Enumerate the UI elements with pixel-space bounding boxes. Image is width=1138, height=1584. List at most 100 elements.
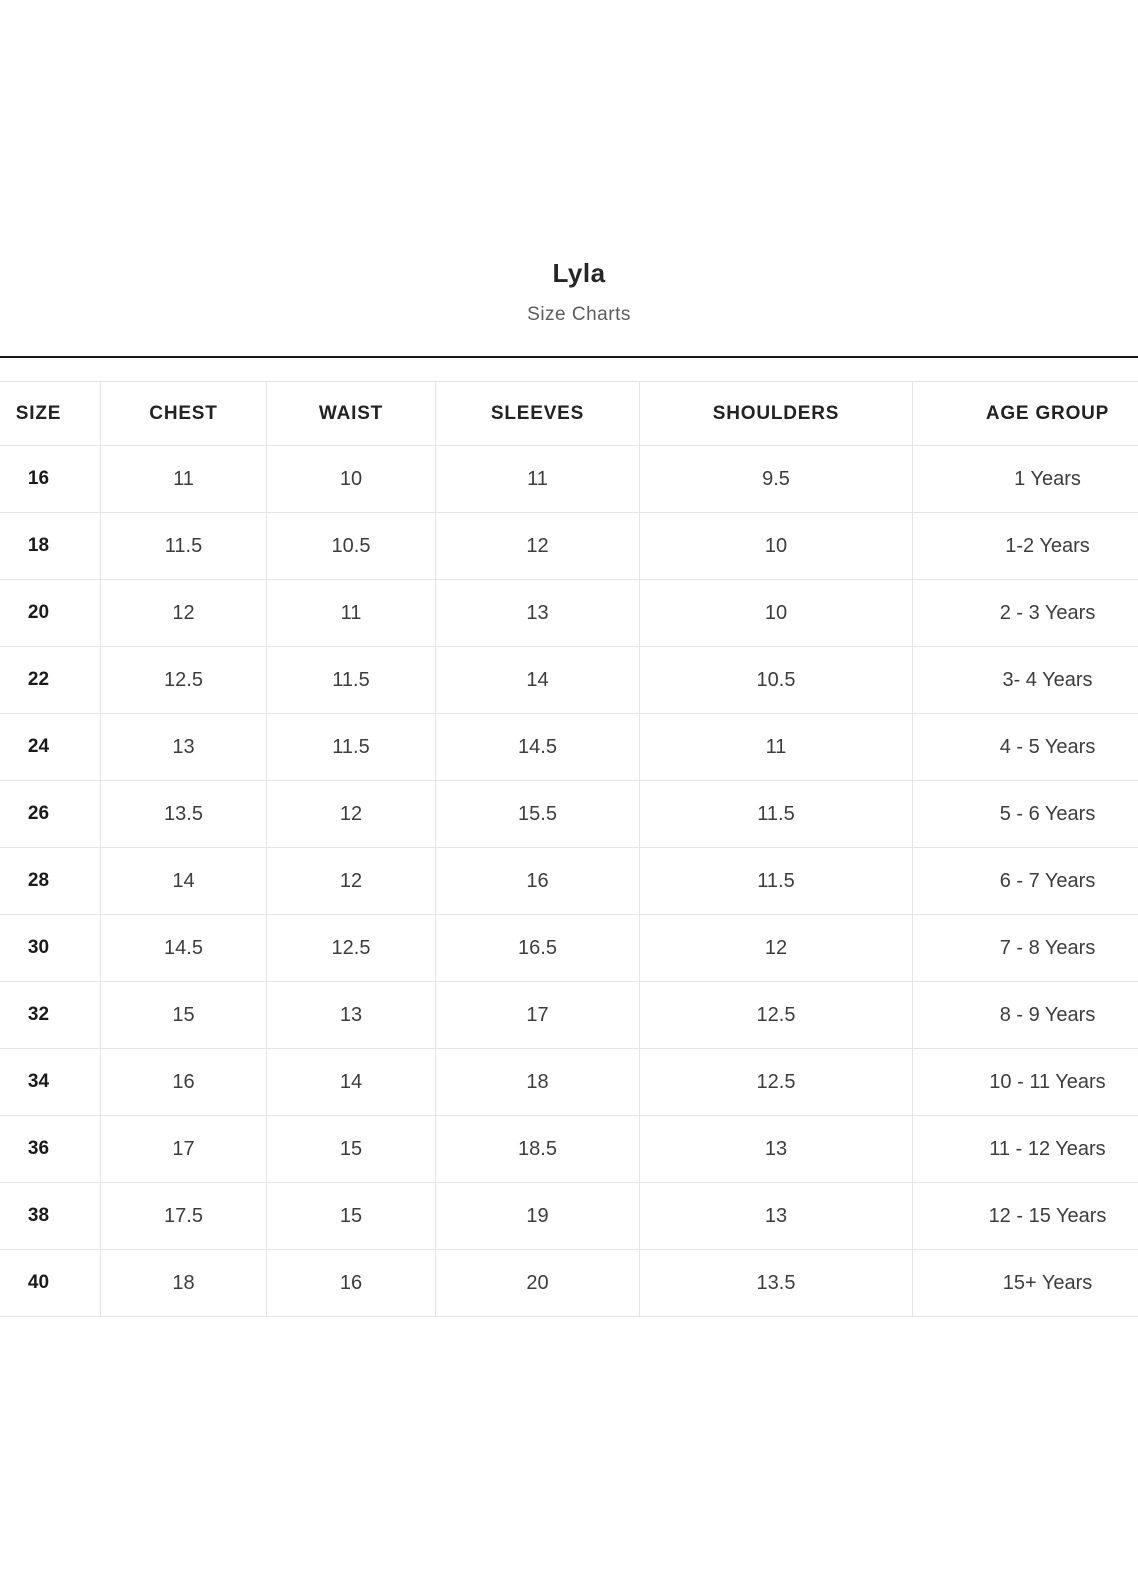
table-cell: 13.5 bbox=[100, 780, 267, 848]
page-title: Lyla bbox=[552, 258, 606, 288]
table-cell: 2 - 3 Years bbox=[912, 579, 1138, 647]
table-cell: 12 bbox=[100, 579, 267, 647]
table-cell: 16 bbox=[100, 1048, 267, 1116]
table-cell: 15 bbox=[100, 981, 267, 1049]
table-cell: 8 - 9 Years bbox=[912, 981, 1138, 1049]
size-cell: 20 bbox=[0, 579, 101, 647]
table-row: 18 11.5 10.5 12 10 1-2 Years bbox=[0, 512, 1138, 580]
table-cell: 12.5 bbox=[266, 914, 436, 982]
table-cell: 18.5 bbox=[435, 1115, 640, 1183]
table-cell: 13 bbox=[639, 1182, 913, 1250]
table-cell: 17 bbox=[435, 981, 640, 1049]
size-cell: 26 bbox=[0, 780, 101, 848]
table-cell: 12 bbox=[266, 847, 436, 915]
size-cell: 38 bbox=[0, 1182, 101, 1250]
column-header-sleeves: SLEEVES bbox=[435, 381, 640, 446]
table-cell: 13.5 bbox=[639, 1249, 913, 1317]
table-cell: 15.5 bbox=[435, 780, 640, 848]
table-cell: 12.5 bbox=[639, 1048, 913, 1116]
table-cell: 10 bbox=[639, 512, 913, 580]
table-cell: 11.5 bbox=[266, 713, 436, 781]
size-chart-table: SIZE CHEST WAIST SLEEVES SHOULDERS AGE GROUP … bbox=[0, 381, 1138, 1317]
table-row: 16 11 10 11 9.5 1 Years bbox=[0, 445, 1138, 513]
table-cell: 15 bbox=[266, 1115, 436, 1183]
table-cell: 11 bbox=[435, 445, 640, 513]
table-row: 26 13.5 12 15.5 11.5 5 - 6 Years bbox=[0, 780, 1138, 848]
table-cell: 10 - 11 Years bbox=[912, 1048, 1138, 1116]
table-cell: 6 - 7 Years bbox=[912, 847, 1138, 915]
size-cell: 32 bbox=[0, 981, 101, 1049]
table-cell: 20 bbox=[435, 1249, 640, 1317]
table-cell: 16.5 bbox=[435, 914, 640, 982]
table-cell: 13 bbox=[435, 579, 640, 647]
table-cell: 10.5 bbox=[266, 512, 436, 580]
table-cell: 14 bbox=[266, 1048, 436, 1116]
size-cell: 18 bbox=[0, 512, 101, 580]
table-cell: 3- 4 Years bbox=[912, 646, 1138, 714]
size-cell: 30 bbox=[0, 914, 101, 982]
table-row: 20 12 11 13 10 2 - 3 Years bbox=[0, 579, 1138, 647]
table-cell: 12.5 bbox=[639, 981, 913, 1049]
table-cell: 7 - 8 Years bbox=[912, 914, 1138, 982]
table-cell: 14.5 bbox=[100, 914, 267, 982]
table-row: 34 16 14 18 12.5 10 - 11 Years bbox=[0, 1048, 1138, 1116]
table-cell: 18 bbox=[100, 1249, 267, 1317]
header-row: SIZE CHEST WAIST SLEEVES SHOULDERS AGE GROUP bbox=[0, 381, 1138, 446]
size-cell: 24 bbox=[0, 713, 101, 781]
table-cell: 1 Years bbox=[912, 445, 1138, 513]
table-cell: 12 bbox=[435, 512, 640, 580]
column-header-size: SIZE bbox=[0, 381, 101, 446]
table-cell: 11 bbox=[266, 579, 436, 647]
table-cell: 15+ Years bbox=[912, 1249, 1138, 1317]
table-body: 16 11 10 11 9.5 1 Years 18 11.5 10.5 12 10 1-2 Year… bbox=[0, 445, 1138, 1317]
table-cell: 12 bbox=[266, 780, 436, 848]
table-cell: 15 bbox=[266, 1182, 436, 1250]
size-cell: 16 bbox=[0, 445, 101, 513]
column-header-age-group: AGE GROUP bbox=[912, 381, 1138, 446]
table-cell: 9.5 bbox=[639, 445, 913, 513]
table-cell: 13 bbox=[639, 1115, 913, 1183]
table-cell: 10 bbox=[639, 579, 913, 647]
table-cell: 12 bbox=[639, 914, 913, 982]
table-row: 28 14 12 16 11.5 6 - 7 Years bbox=[0, 847, 1138, 915]
table-row: 22 12.5 11.5 14 10.5 3- 4 Years bbox=[0, 646, 1138, 714]
table-row: 38 17.5 15 19 13 12 - 15 Years bbox=[0, 1182, 1138, 1250]
divider-line bbox=[0, 356, 1138, 358]
table-cell: 11.5 bbox=[266, 646, 436, 714]
size-cell: 22 bbox=[0, 646, 101, 714]
table-cell: 11 bbox=[100, 445, 267, 513]
table-cell: 18 bbox=[435, 1048, 640, 1116]
table-cell: 11.5 bbox=[100, 512, 267, 580]
table-cell: 10 bbox=[266, 445, 436, 513]
table-cell: 4 - 5 Years bbox=[912, 713, 1138, 781]
table-cell: 10.5 bbox=[639, 646, 913, 714]
table-cell: 5 - 6 Years bbox=[912, 780, 1138, 848]
table-cell: 11.5 bbox=[639, 780, 913, 848]
table-cell: 14 bbox=[100, 847, 267, 915]
table-cell: 12.5 bbox=[100, 646, 267, 714]
table-row: 36 17 15 18.5 13 11 - 12 Years bbox=[0, 1115, 1138, 1183]
table-row: 24 13 11.5 14.5 11 4 - 5 Years bbox=[0, 713, 1138, 781]
table-cell: 14 bbox=[435, 646, 640, 714]
size-cell: 28 bbox=[0, 847, 101, 915]
table-cell: 13 bbox=[100, 713, 267, 781]
page-subtitle: Size Charts bbox=[527, 304, 631, 325]
table-cell: 16 bbox=[266, 1249, 436, 1317]
table-cell: 1-2 Years bbox=[912, 512, 1138, 580]
table-row: 40 18 16 20 13.5 15+ Years bbox=[0, 1249, 1138, 1317]
table-cell: 17.5 bbox=[100, 1182, 267, 1250]
table-head: SIZE CHEST WAIST SLEEVES SHOULDERS AGE GROUP bbox=[0, 381, 1138, 446]
table-cell: 12 - 15 Years bbox=[912, 1182, 1138, 1250]
column-header-chest: CHEST bbox=[100, 381, 267, 446]
table-cell: 17 bbox=[100, 1115, 267, 1183]
table-cell: 13 bbox=[266, 981, 436, 1049]
size-cell: 40 bbox=[0, 1249, 101, 1317]
column-header-waist: WAIST bbox=[266, 381, 436, 446]
table-row: 30 14.5 12.5 16.5 12 7 - 8 Years bbox=[0, 914, 1138, 982]
table-cell: 11 - 12 Years bbox=[912, 1115, 1138, 1183]
size-cell: 36 bbox=[0, 1115, 101, 1183]
table-cell: 11 bbox=[639, 713, 913, 781]
table-cell: 19 bbox=[435, 1182, 640, 1250]
table-cell: 16 bbox=[435, 847, 640, 915]
table-cell: 11.5 bbox=[639, 847, 913, 915]
